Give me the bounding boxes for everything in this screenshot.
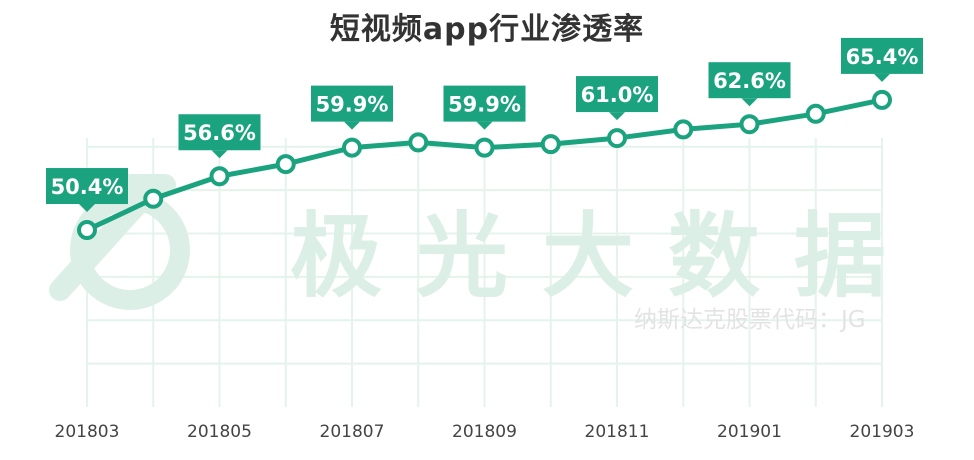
data-label-box <box>311 85 393 122</box>
data-point-201812 <box>673 119 694 140</box>
data-label-box <box>178 114 261 151</box>
data-label-201803: 50.4% <box>46 168 128 213</box>
data-label-pointer <box>476 121 493 130</box>
x-tick-label-201803: 201803 <box>55 422 120 442</box>
data-point-201804 <box>143 188 164 209</box>
data-label-pointer <box>741 98 758 107</box>
data-label-201805: 56.6% <box>178 114 261 159</box>
data-point-201901 <box>739 114 760 135</box>
data-label-201901: 62.6% <box>708 62 791 107</box>
data-label-text: 65.4% <box>846 45 919 69</box>
data-label-201811: 61.0% <box>576 76 658 121</box>
data-label-text: 56.6% <box>183 121 256 145</box>
series-layer <box>77 89 892 241</box>
x-axis: 201803 201805 201807 201809 201811 201901 2019… <box>55 422 915 442</box>
data-point-201902 <box>805 103 826 124</box>
data-label-text: 61.0% <box>581 83 654 107</box>
data-point-201808 <box>408 132 429 153</box>
data-label-box <box>443 85 526 122</box>
data-label-pointer <box>874 73 890 82</box>
x-tick-label-201805: 201805 <box>187 422 252 442</box>
data-point-201805 <box>209 166 230 187</box>
x-tick-label-201809: 201809 <box>452 422 517 442</box>
data-label-201809: 59.9% <box>443 85 526 130</box>
data-point-201810 <box>540 134 561 155</box>
data-point-201811 <box>607 128 627 149</box>
data-label-box <box>46 168 128 205</box>
data-label-pointer <box>211 150 228 159</box>
data-point-201903 <box>872 89 892 110</box>
data-label-201903: 65.4% <box>841 37 923 82</box>
data-label-box <box>708 62 791 99</box>
data-label-text: 59.9% <box>448 93 521 117</box>
data-point-201809 <box>474 137 495 158</box>
data-label-201807: 59.9% <box>311 85 393 130</box>
data-point-201806 <box>275 154 296 175</box>
data-label-text: 50.4% <box>51 175 124 199</box>
data-label-box <box>576 76 658 113</box>
data-label-box <box>841 37 923 74</box>
x-tick-label-201807: 201807 <box>320 422 385 442</box>
data-label-pointer <box>79 204 95 213</box>
x-tick-label-201901: 201901 <box>717 422 782 442</box>
watermark-sub-text: 纳斯达克股票代码：JG <box>634 307 866 333</box>
data-label-text: 62.6% <box>713 69 786 93</box>
data-point-201803 <box>77 220 97 241</box>
x-tick-label-201811: 201811 <box>585 422 650 442</box>
watermark-main-text: 极光大数据 <box>290 203 920 310</box>
data-point-201807 <box>342 137 362 158</box>
x-tick-label-201903: 201903 <box>850 422 915 442</box>
chart-title: 短视频app行业渗透率 <box>329 12 645 47</box>
watermark: 极光大数据 纳斯达克股票代码：JG <box>49 174 920 333</box>
data-label-pointer <box>344 121 360 130</box>
data-label-pointer <box>609 112 625 121</box>
data-label-layer: 50.4% 56.6% 59.9% 59.9% 61.0% 62.6% 65.4% <box>46 37 923 213</box>
data-label-text: 59.9% <box>316 93 389 117</box>
